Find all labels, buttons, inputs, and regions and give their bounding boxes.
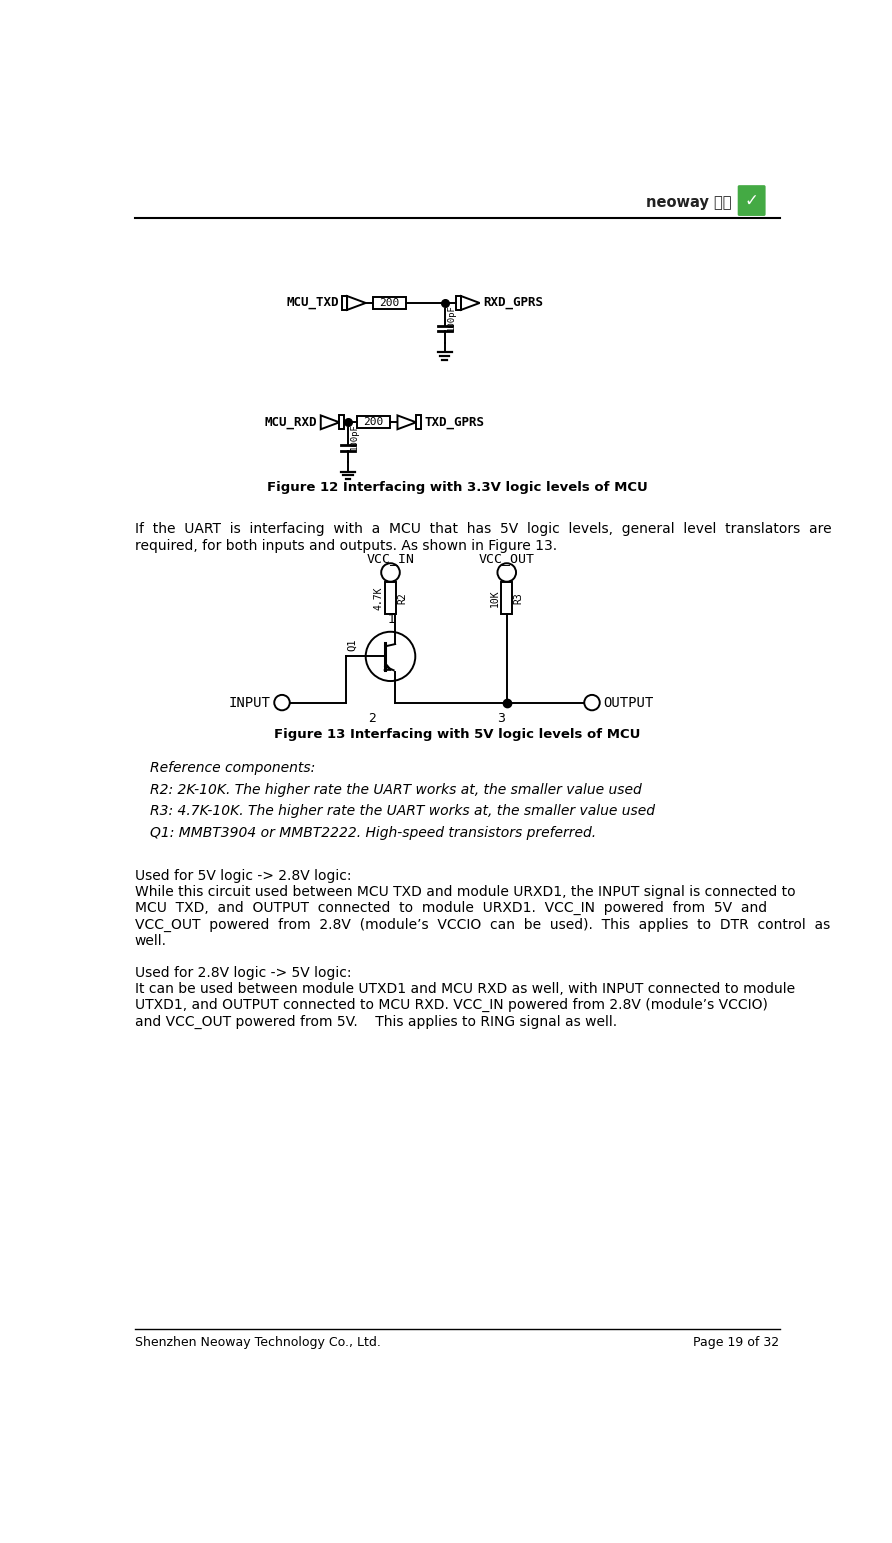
Text: INPUT: INPUT xyxy=(228,696,270,710)
Text: and VCC_OUT powered from 5V.    This applies to RING signal as well.: and VCC_OUT powered from 5V. This applie… xyxy=(135,1014,617,1029)
Text: TXD_GPRS: TXD_GPRS xyxy=(425,415,484,429)
Text: neoway 有方: neoway 有方 xyxy=(646,196,731,210)
Bar xyxy=(501,582,512,614)
Text: 1: 1 xyxy=(388,613,396,625)
Text: 200: 200 xyxy=(363,417,384,427)
Bar xyxy=(339,415,344,429)
Text: R3: R3 xyxy=(514,593,524,603)
Text: ✓: ✓ xyxy=(745,191,758,210)
Text: 10K: 10K xyxy=(490,589,500,606)
Text: VCC_OUT: VCC_OUT xyxy=(479,552,534,565)
Text: Used for 2.8V logic -> 5V logic:: Used for 2.8V logic -> 5V logic: xyxy=(135,966,351,980)
Text: 2: 2 xyxy=(368,711,376,725)
Bar xyxy=(343,296,347,310)
Text: 100pF: 100pF xyxy=(447,304,456,332)
Text: Figure 13 Interfacing with 5V logic levels of MCU: Figure 13 Interfacing with 5V logic leve… xyxy=(274,728,640,741)
Bar xyxy=(457,296,461,310)
Text: MCU_TXD: MCU_TXD xyxy=(286,296,339,310)
Text: Figure 12 Interfacing with 3.3V logic levels of MCU: Figure 12 Interfacing with 3.3V logic le… xyxy=(267,481,648,494)
Text: 4.7K: 4.7K xyxy=(374,586,384,609)
Text: 100pF: 100pF xyxy=(351,423,359,451)
Text: R2: R2 xyxy=(398,593,408,603)
Bar xyxy=(385,582,396,614)
Text: While this circuit used between MCU TXD and module URXD1, the INPUT signal is co: While this circuit used between MCU TXD … xyxy=(135,886,796,900)
Text: Page 19 of 32: Page 19 of 32 xyxy=(693,1336,780,1349)
Text: Q1: Q1 xyxy=(348,639,358,651)
Text: Reference components:: Reference components: xyxy=(150,761,316,775)
FancyBboxPatch shape xyxy=(738,185,765,216)
Text: It can be used between module UTXD1 and MCU RXD as well, with INPUT connected to: It can be used between module UTXD1 and … xyxy=(135,981,795,997)
Text: OUTPUT: OUTPUT xyxy=(604,696,654,710)
Text: R3: 4.7K-10K. The higher rate the UART works at, the smaller value used: R3: 4.7K-10K. The higher rate the UART w… xyxy=(150,804,656,818)
Text: UTXD1, and OUTPUT connected to MCU RXD. VCC_IN powered from 2.8V (module’s VCCIO: UTXD1, and OUTPUT connected to MCU RXD. … xyxy=(135,998,768,1012)
Text: Used for 5V logic -> 2.8V logic:: Used for 5V logic -> 2.8V logic: xyxy=(135,869,351,883)
Text: If  the  UART  is  interfacing  with  a  MCU  that  has  5V  logic  levels,  gen: If the UART is interfacing with a MCU th… xyxy=(135,523,831,537)
Text: Shenzhen Neoway Technology Co., Ltd.: Shenzhen Neoway Technology Co., Ltd. xyxy=(135,1336,381,1349)
Text: required, for both inputs and outputs. As shown in Figure 13.: required, for both inputs and outputs. A… xyxy=(135,540,557,554)
Bar xyxy=(357,417,390,429)
Text: well.: well. xyxy=(135,934,167,947)
Text: R2: 2K-10K. The higher rate the UART works at, the smaller value used: R2: 2K-10K. The higher rate the UART wor… xyxy=(150,782,642,796)
Bar xyxy=(416,415,421,429)
Text: MCU_RXD: MCU_RXD xyxy=(264,415,317,429)
Text: 3: 3 xyxy=(497,711,505,725)
Text: MCU  TXD,  and  OUTPUT  connected  to  module  URXD1.  VCC_IN  powered  from  5V: MCU TXD, and OUTPUT connected to module … xyxy=(135,901,767,915)
Text: RXD_GPRS: RXD_GPRS xyxy=(483,296,543,310)
Text: Q1: MMBT3904 or MMBT2222. High-speed transistors preferred.: Q1: MMBT3904 or MMBT2222. High-speed tra… xyxy=(150,826,597,839)
Bar xyxy=(374,296,406,309)
Text: VCC_IN: VCC_IN xyxy=(367,552,415,565)
Text: VCC_OUT  powered  from  2.8V  (module’s  VCCIO  can  be  used).  This  applies  : VCC_OUT powered from 2.8V (module’s VCCI… xyxy=(135,918,830,932)
Text: 200: 200 xyxy=(380,298,400,309)
